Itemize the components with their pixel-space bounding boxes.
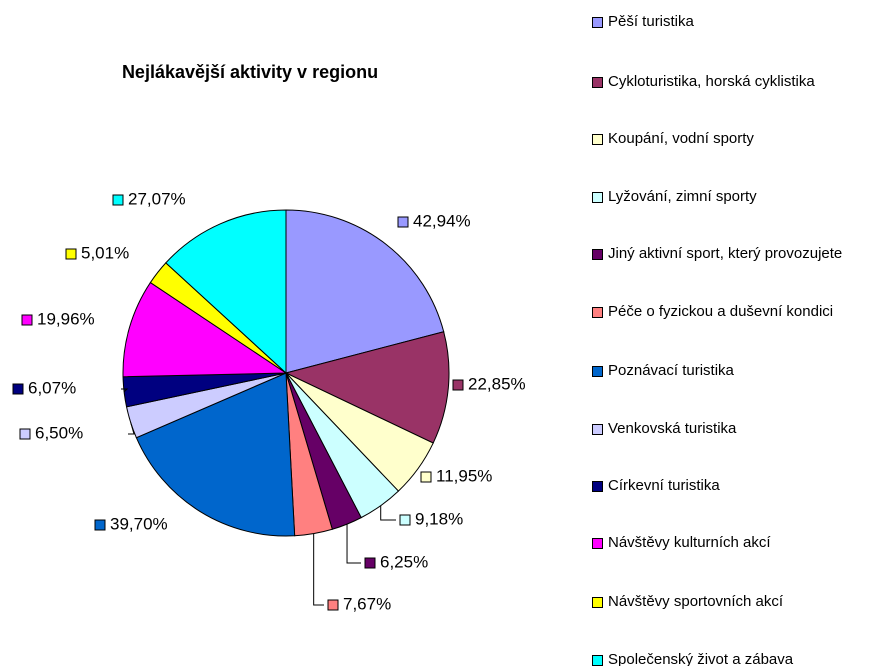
legend-swatch <box>592 249 603 260</box>
legend-label: Jiný aktivní sport, který provozujete <box>608 245 843 262</box>
data-label: 6,25% <box>380 552 428 571</box>
legend-swatch <box>592 192 603 203</box>
pie-slice <box>284 331 450 444</box>
data-label: 6,50% <box>35 423 83 442</box>
data-label: 6,07% <box>28 378 76 397</box>
label-swatch <box>65 248 77 260</box>
pie-slice <box>285 209 445 374</box>
legend-label: Cykloturistika, horská cyklistika <box>608 73 815 90</box>
label-swatch <box>94 519 106 531</box>
legend-swatch <box>592 17 603 28</box>
legend-label: Pěší turistika <box>608 13 694 30</box>
data-label: 42,94% <box>413 211 471 230</box>
label-swatch <box>12 383 24 395</box>
legend-label: Návštěvy sportovních akcí <box>608 593 784 610</box>
data-label: 19,96% <box>37 309 95 328</box>
data-label: 27,07% <box>128 189 186 208</box>
legend-label: Lyžování, zimní sporty <box>608 188 757 205</box>
leader-line <box>313 533 324 606</box>
legend-swatch <box>592 655 603 666</box>
label-swatch <box>399 514 411 526</box>
legend-swatch <box>592 366 603 377</box>
data-label: 5,01% <box>81 243 129 262</box>
label-swatch <box>19 428 31 440</box>
leader-line <box>121 388 129 393</box>
data-label: 22,85% <box>468 374 526 393</box>
legend-swatch <box>592 134 603 145</box>
legend-swatch <box>592 597 603 608</box>
data-label: 39,70% <box>110 514 168 533</box>
data-label: 7,67% <box>343 594 391 613</box>
leader-line <box>128 422 135 435</box>
label-swatch <box>452 379 464 391</box>
legend-label: Péče o fyzickou a duševní kondici <box>608 303 834 320</box>
legend-swatch <box>592 307 603 318</box>
legend-swatch <box>592 538 603 549</box>
legend-label: Církevní turistika <box>608 477 720 494</box>
legend-swatch <box>592 481 603 492</box>
legend-label: Koupání, vodní sporty <box>608 130 754 147</box>
label-swatch <box>364 557 376 569</box>
legend-label: Poznávací turistika <box>608 362 734 379</box>
legend-swatch <box>592 424 603 435</box>
chart-title: Nejlákavější aktivity v regionu <box>122 62 378 82</box>
legend-swatch <box>592 77 603 88</box>
label-swatch <box>327 599 339 611</box>
label-swatch <box>112 194 124 206</box>
leader-line <box>346 524 361 564</box>
label-swatch <box>397 216 409 228</box>
pie-slice <box>122 281 288 378</box>
pie-slice <box>165 209 287 375</box>
data-label: 9,18% <box>415 509 463 528</box>
pie-slice <box>135 372 296 537</box>
label-swatch <box>21 314 33 326</box>
legend-label: Návštěvy kulturních akcí <box>608 534 771 551</box>
legend-label: Venkovská turistika <box>608 420 737 437</box>
legend-label: Společenský život a zábava <box>608 651 794 666</box>
label-swatch <box>420 471 432 483</box>
leader-line <box>380 505 396 521</box>
data-label: 11,95% <box>436 466 492 485</box>
